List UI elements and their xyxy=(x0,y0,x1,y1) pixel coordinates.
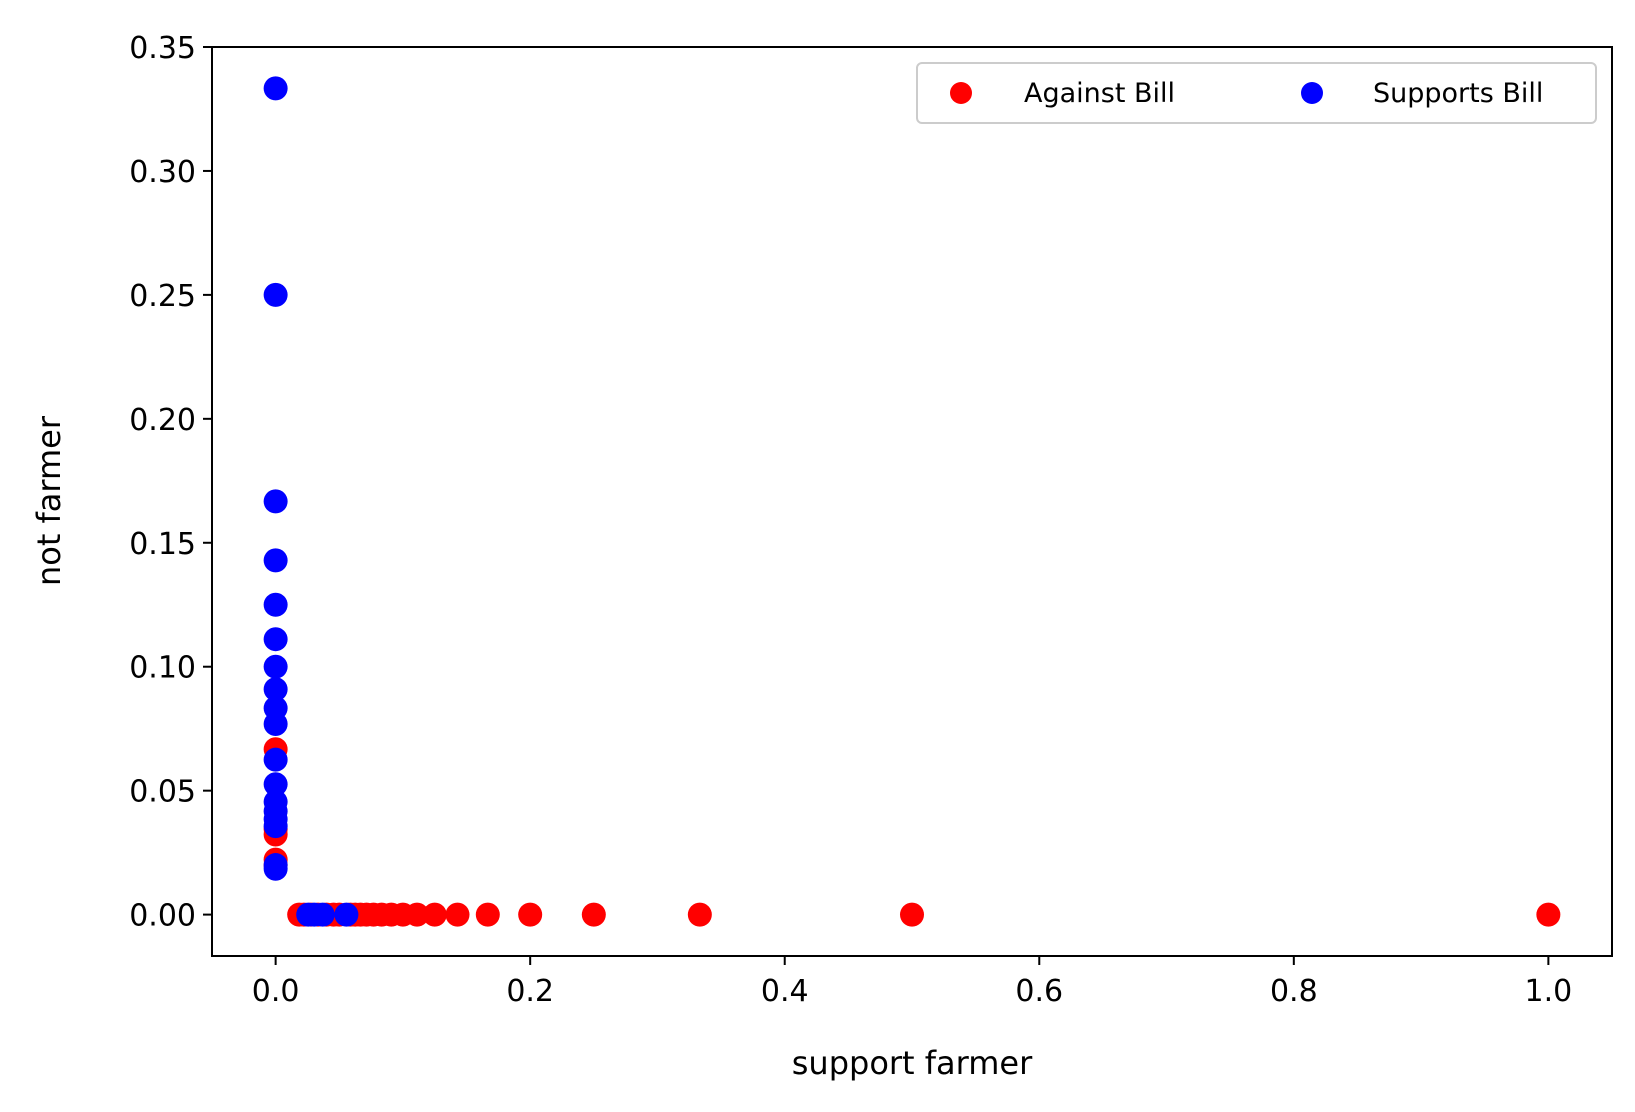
x-tick-label: 0.8 xyxy=(1270,974,1318,1009)
y-tick-label: 0.20 xyxy=(129,403,196,438)
data-point-supports-bill xyxy=(263,856,288,881)
ticks-layer: 0.0 0.2 0.4 0.6 0.8 1.0 0.00 0.05 0.10 0.15 0.20 0.… xyxy=(129,31,1572,1009)
legend-marker-supports-bill xyxy=(1301,82,1323,104)
data-point-supports-bill xyxy=(263,677,288,702)
plot-frame xyxy=(211,46,1613,957)
x-tick-label: 0.0 xyxy=(252,974,300,1009)
y-tick-label: 0.35 xyxy=(129,31,196,66)
data-point-against-bill xyxy=(687,902,712,927)
data-point-against-bill xyxy=(518,902,543,927)
series-supports-bill xyxy=(263,76,359,927)
data-point-against-bill xyxy=(581,902,606,927)
data-point-supports-bill xyxy=(263,772,288,797)
x-tick-label: 1.0 xyxy=(1525,974,1573,1009)
data-point-against-bill xyxy=(422,902,447,927)
data-point-against-bill xyxy=(405,902,430,927)
legend-label-supports-bill: Supports Bill xyxy=(1373,78,1543,109)
y-axis-label: not farmer xyxy=(30,415,68,586)
y-tick-label: 0.15 xyxy=(129,527,196,562)
legend-box xyxy=(916,62,1597,124)
legend-label-against-bill: Against Bill xyxy=(1024,78,1175,109)
data-point-supports-bill xyxy=(263,592,288,617)
y-tick-label: 0.10 xyxy=(129,651,196,686)
data-point-against-bill xyxy=(900,902,924,927)
y-tick-label: 0.30 xyxy=(129,155,196,190)
data-point-supports-bill xyxy=(263,489,288,514)
x-tick-label: 0.6 xyxy=(1015,974,1063,1009)
y-tick-label: 0.05 xyxy=(129,775,196,810)
data-point-supports-bill xyxy=(263,627,288,652)
y-tick-label: 0.25 xyxy=(129,279,196,314)
data-point-supports-bill xyxy=(263,548,288,573)
y-tick-label: 0.00 xyxy=(129,899,196,934)
legend: Against Bill Supports Bill xyxy=(916,62,1597,124)
data-point-supports-bill xyxy=(310,902,335,927)
x-axis-label: support farmer xyxy=(792,1044,1033,1082)
data-point-supports-bill xyxy=(334,902,359,927)
data-point-against-bill xyxy=(1536,902,1561,927)
data-point-supports-bill xyxy=(263,814,288,839)
data-point-supports-bill xyxy=(263,654,288,679)
x-tick-label: 0.2 xyxy=(506,974,554,1009)
data-point-supports-bill xyxy=(263,76,288,101)
data-point-against-bill xyxy=(445,902,470,927)
legend-marker-against-bill xyxy=(950,82,972,104)
points-layer xyxy=(263,76,1561,927)
x-tick-label: 0.4 xyxy=(761,974,809,1009)
data-point-supports-bill xyxy=(263,747,288,772)
data-point-against-bill xyxy=(475,902,500,927)
data-point-supports-bill xyxy=(263,282,288,307)
data-point-supports-bill xyxy=(263,711,288,736)
